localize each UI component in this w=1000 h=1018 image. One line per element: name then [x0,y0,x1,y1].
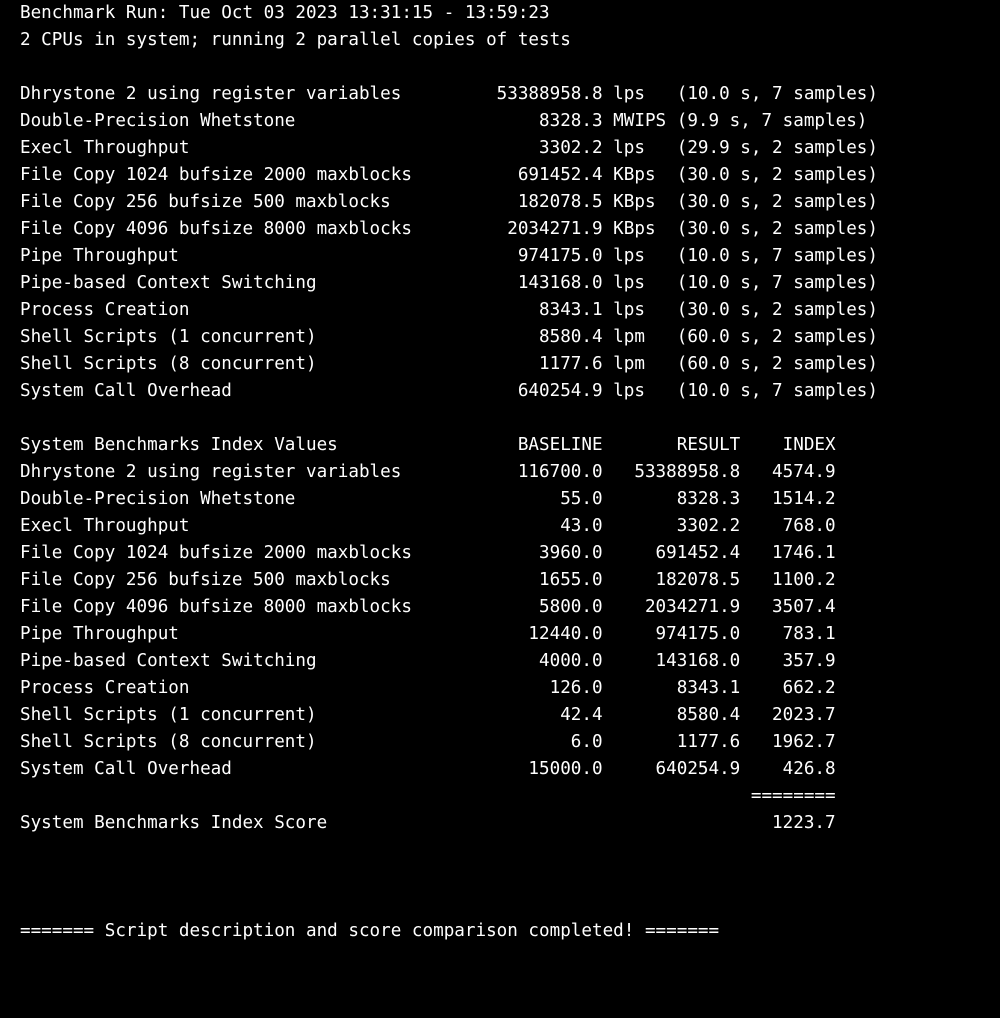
header-line-2: 2 CPUs in system; running 2 parallel cop… [20,30,571,50]
index-block: System Benchmarks Index Values BASELINE … [20,435,836,833]
header-line-1: Benchmark Run: Tue Oct 03 2023 13:31:15 … [20,3,550,23]
terminal-output: Benchmark Run: Tue Oct 03 2023 13:31:15 … [0,0,1000,945]
results-block: Dhrystone 2 using register variables 533… [20,84,878,401]
footer-line: ======= Script description and score com… [20,921,719,941]
